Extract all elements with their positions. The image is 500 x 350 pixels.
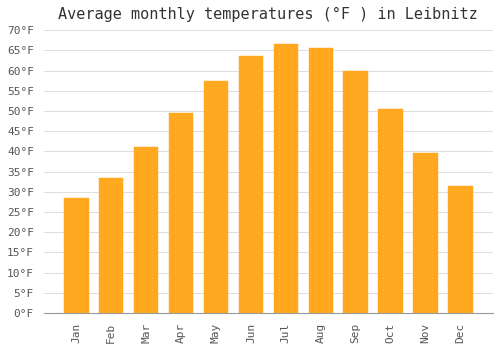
Bar [64,198,88,313]
Bar [414,153,438,313]
Bar [134,147,158,313]
Title: Average monthly temperatures (°F ) in Leibnitz: Average monthly temperatures (°F ) in Le… [58,7,478,22]
Bar [169,113,194,313]
Bar [344,70,368,313]
Bar [99,178,124,313]
Bar [204,80,228,313]
Bar [308,48,333,313]
Bar [448,186,472,313]
Bar [274,44,298,313]
Bar [378,109,403,313]
Bar [238,56,263,313]
